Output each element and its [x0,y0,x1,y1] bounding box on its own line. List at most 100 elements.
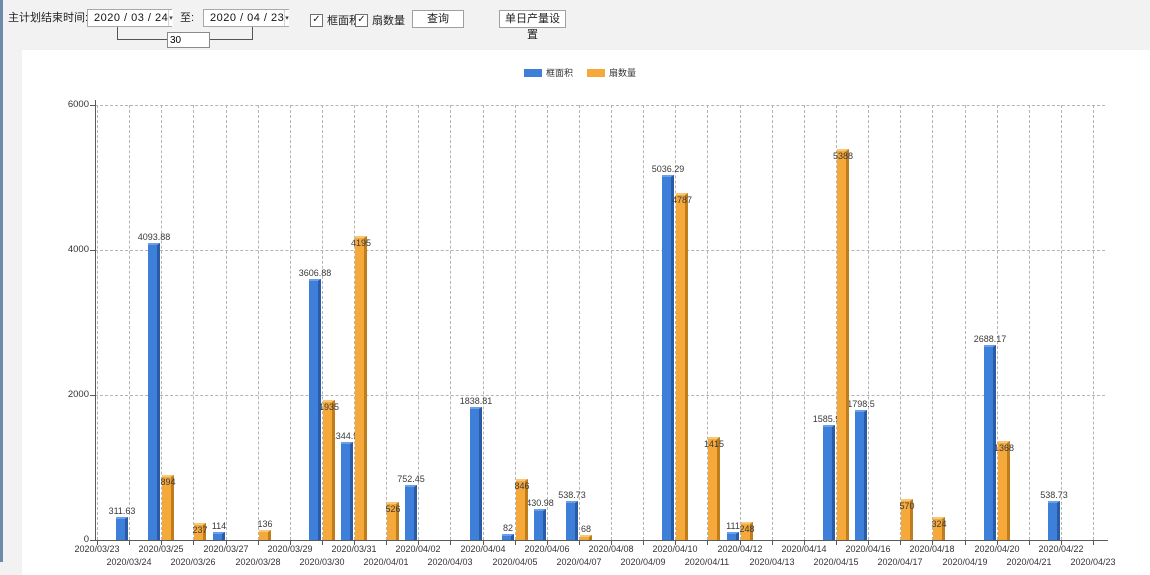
x-tick-label: 2020/03/28 [235,557,281,567]
x-tick-label: 2020/04/22 [1038,544,1084,554]
gridline-vertical [965,105,966,540]
x-tick-label: 2020/04/09 [620,557,666,567]
date-to-picker[interactable]: 2020 / 04 / 23 ▾ [203,9,289,27]
legend-label: 扇数量 [609,68,637,78]
x-tick-label: 2020/03/29 [267,544,313,554]
chart-panel [22,50,1150,575]
bar-扇数量 [708,437,720,540]
bar-扇数量 [323,400,335,540]
x-tick-label: 2020/04/03 [427,557,473,567]
bar-扇数量 [516,479,528,540]
x-axis-tick [675,540,676,545]
gridline-vertical [515,105,516,540]
bar-框面积 [855,410,867,540]
y-tick-label: 2000 [67,389,89,400]
gridline-vertical [258,105,259,540]
legend-item-frame-area: 框面积 [524,66,573,79]
x-axis-tick [611,540,612,545]
bar-扇数量 [741,522,753,540]
bar-value-label: 114 [211,521,227,531]
chevron-down-icon[interactable]: ▾ [284,10,289,26]
x-tick-label: 2020/03/31 [331,544,377,554]
x-axis-tick [258,540,259,545]
date-range-connector-line [206,39,253,40]
checkbox-checked-icon[interactable]: ✓ [355,13,368,27]
x-axis-tick [772,540,773,545]
chevron-down-icon[interactable]: ▾ [168,10,173,26]
gridline-vertical [643,105,644,540]
gridline-vertical [483,105,484,540]
x-axis-tick [226,540,227,545]
y-axis-tick [90,540,95,541]
gridline-vertical [772,105,773,540]
x-tick-label: 2020/04/23 [1070,557,1116,567]
gridline-vertical [1093,105,1094,540]
bar-value-label: 570 [899,501,915,511]
x-axis-tick [386,540,387,545]
y-axis-tick [90,250,95,251]
x-axis-tick [97,540,98,545]
gridline-vertical [1061,105,1062,540]
date-range-connector-line [252,27,253,40]
x-tick-label: 2020/04/15 [813,557,859,567]
y-tick-label: 6000 [67,99,89,110]
interval-days-input[interactable] [167,32,210,48]
window-edge-strip [0,0,3,562]
x-axis-tick [900,540,901,545]
date-to-value: 2020 / 04 / 23 [210,12,285,24]
x-axis-tick [868,540,869,545]
bar-框面积 [727,532,739,540]
bar-value-label: 1838.81 [459,396,493,406]
x-tick-label: 2020/04/07 [556,557,602,567]
checkbox-checked-icon[interactable]: ✓ [310,13,323,27]
bar-框面积 [309,279,321,540]
date-from-picker[interactable]: 2020 / 03 / 24 ▾ [87,9,173,27]
bar-框面积 [405,485,417,540]
bar-value-label: 430.98 [526,498,554,508]
bar-value-label: 894 [160,477,176,487]
x-tick-label: 2020/04/21 [1006,557,1052,567]
bar-框面积 [502,534,514,540]
bar-扇数量 [194,523,206,540]
legend-swatch-blue [524,68,542,77]
x-axis-tick [193,540,194,545]
x-axis-line [95,540,1108,541]
checkbox-fan-count[interactable]: ✓ 扇数量 [355,12,405,28]
x-axis-tick [932,540,933,545]
gridline-vertical [450,105,451,540]
bar-扇数量 [162,475,174,540]
gridline-vertical [547,105,548,540]
bar-扇数量 [355,236,367,540]
x-axis-tick [740,540,741,545]
query-button[interactable]: 查询 [412,10,464,28]
x-axis-tick [579,540,580,545]
x-axis-tick [322,540,323,545]
y-tick-label: 4000 [67,244,89,255]
bar-value-label: 1415 [703,439,725,449]
y-axis-tick [90,395,95,396]
daily-output-settings-button[interactable]: 单日产量设置 [499,10,566,41]
x-tick-label: 2020/04/05 [492,557,538,567]
bar-框面积 [470,407,482,540]
x-tick-label: 2020/03/30 [299,557,345,567]
to-label: 至: [180,12,195,24]
x-axis-tick [965,540,966,545]
x-axis-tick [515,540,516,545]
legend-label: 框面积 [546,68,574,78]
x-tick-label: 2020/04/04 [460,544,506,554]
x-tick-label: 2020/04/17 [877,557,923,567]
x-tick-label: 2020/04/16 [845,544,891,554]
gridline-horizontal [95,395,1105,396]
checkbox-fan-count-label: 扇数量 [372,15,405,27]
x-tick-label: 2020/03/24 [106,557,152,567]
bar-扇数量 [933,517,945,540]
gridline-vertical [997,105,998,540]
bar-value-label: 248 [739,524,755,534]
x-tick-label: 2020/04/14 [781,544,827,554]
x-tick-label: 2020/04/12 [717,544,763,554]
gridline-vertical [740,105,741,540]
bar-value-label: 3606.88 [298,268,332,278]
checkbox-frame-area[interactable]: ✓ 框面积 [310,12,360,28]
bar-框面积 [662,175,674,540]
